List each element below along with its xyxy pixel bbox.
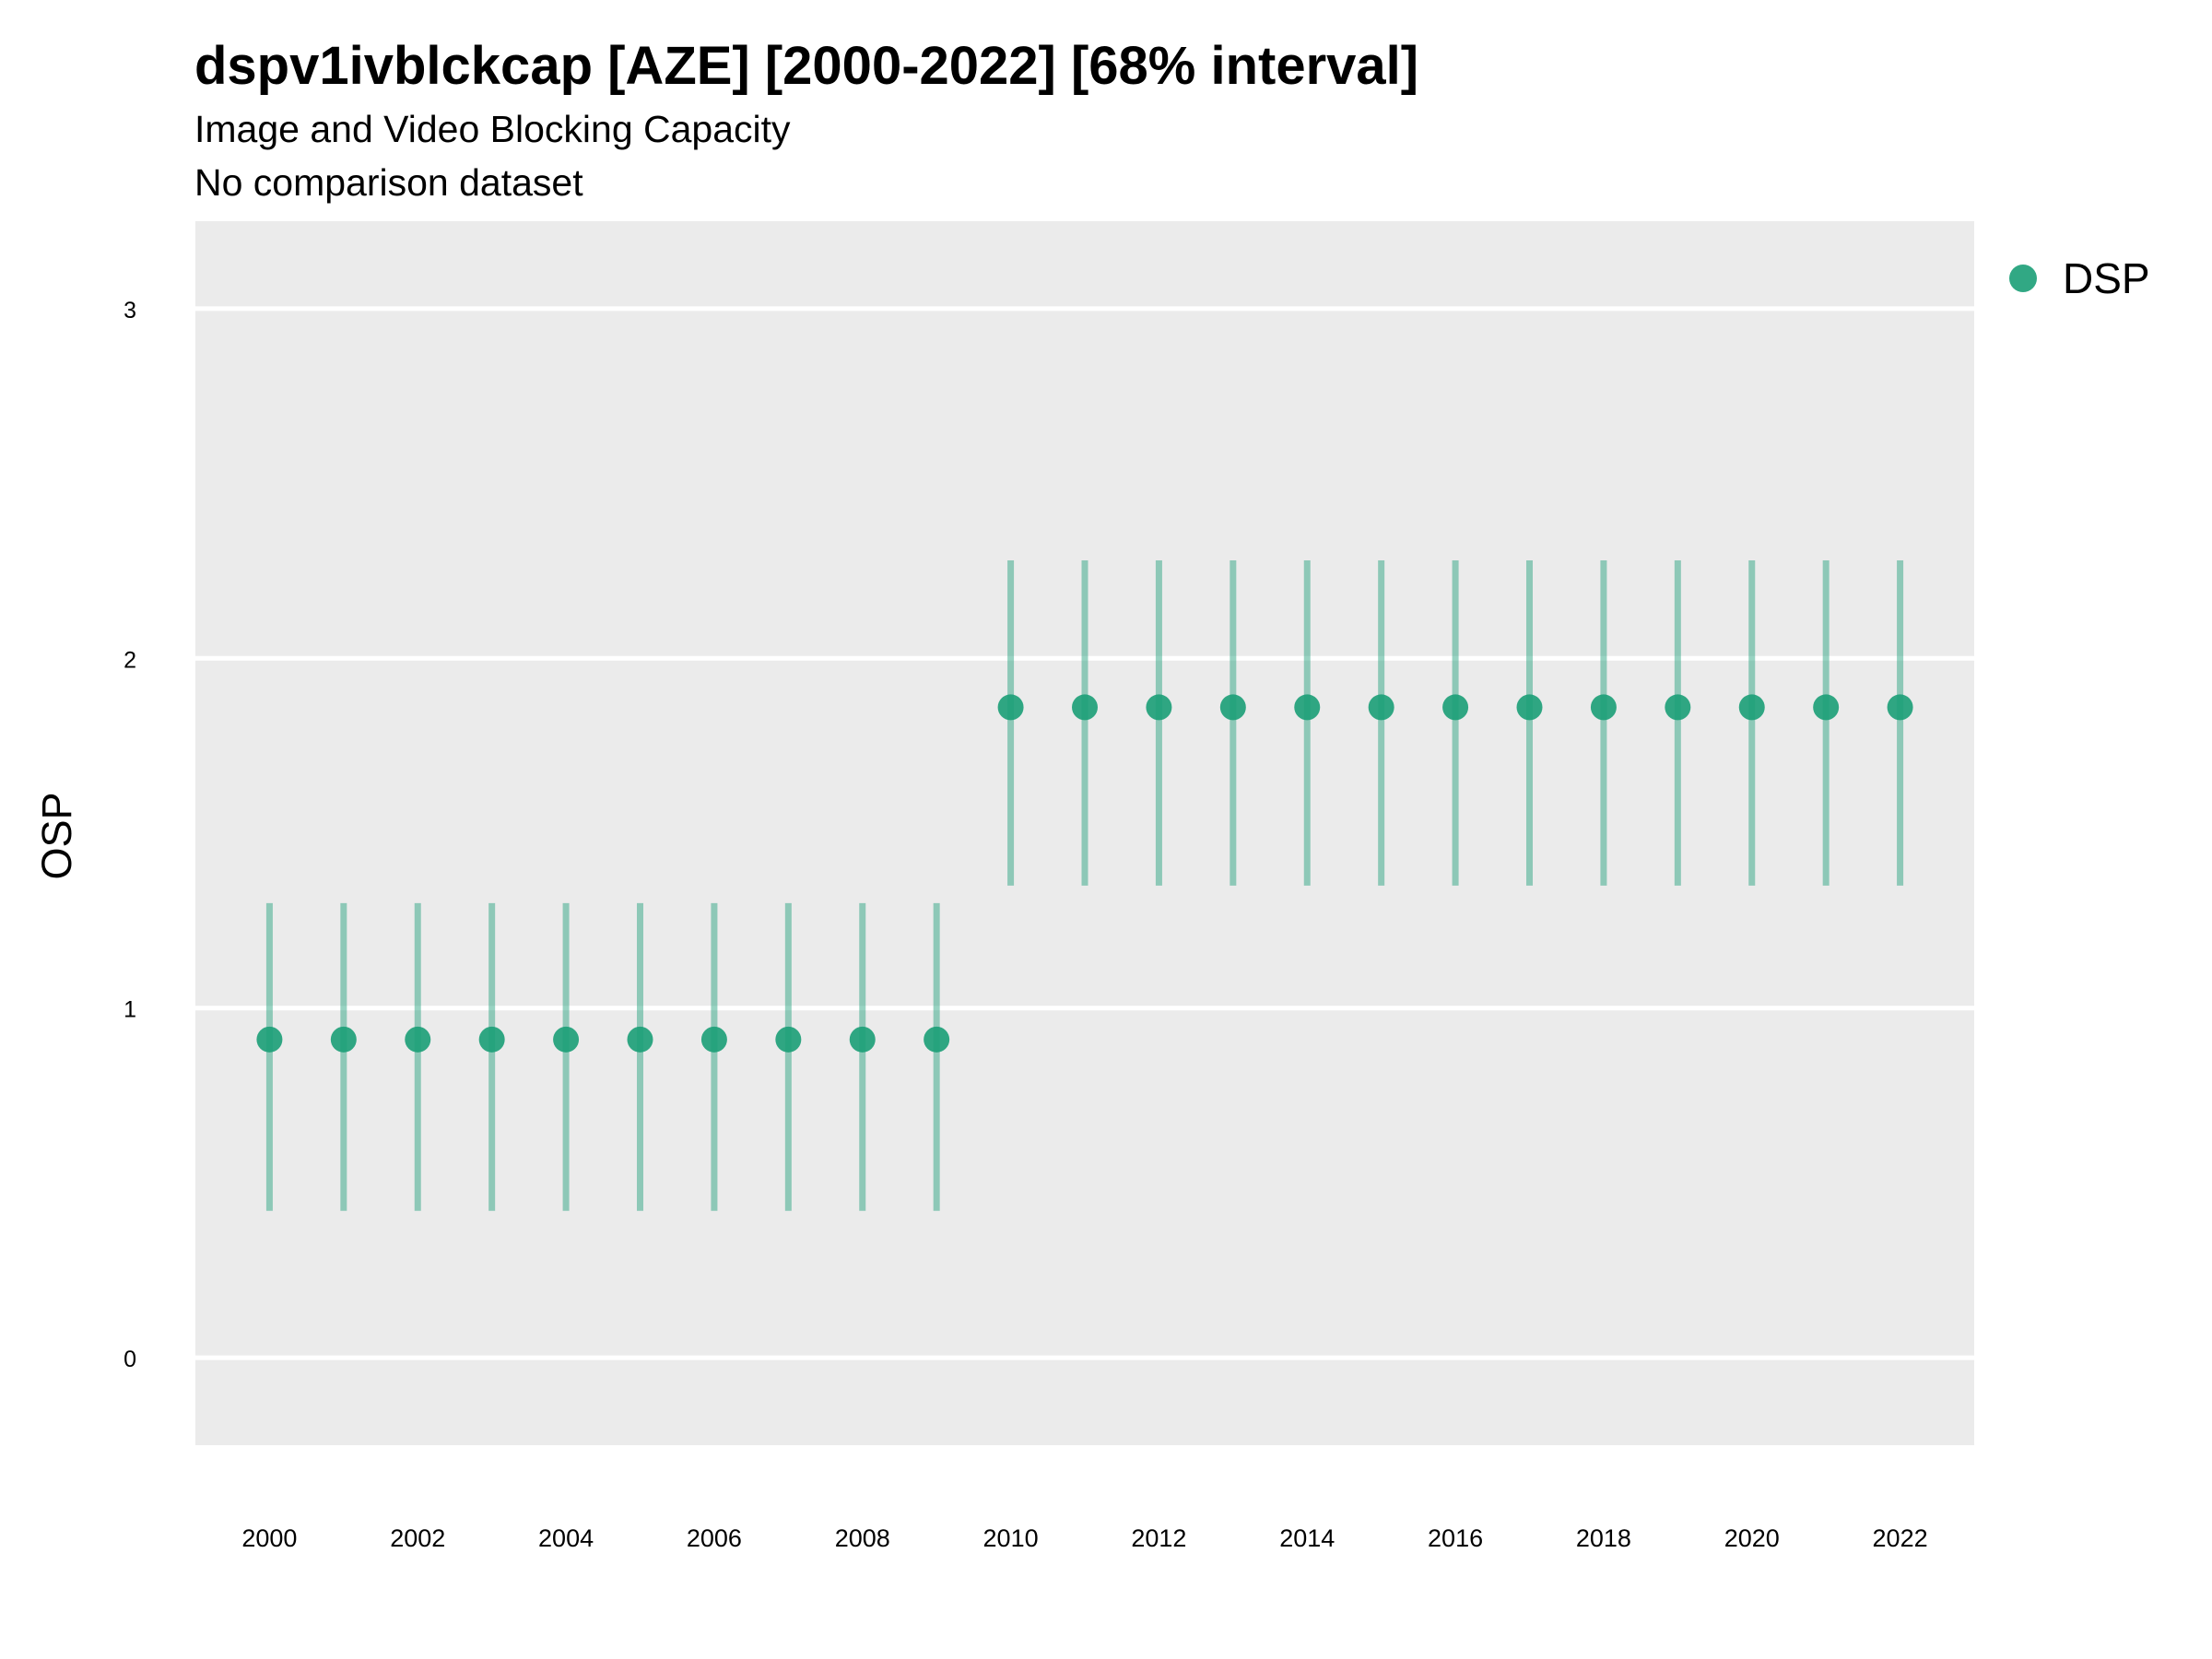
y-tick-label: 0 xyxy=(124,1347,136,1372)
data-point xyxy=(997,694,1024,721)
data-point xyxy=(256,1026,283,1053)
x-tick-label: 2008 xyxy=(835,1524,890,1552)
legend-label-dsp: DSP xyxy=(2063,254,2150,302)
data-point xyxy=(1665,694,1691,721)
x-tick-label: 2014 xyxy=(1279,1524,1335,1552)
data-point xyxy=(1590,694,1617,721)
x-tick-label: 2018 xyxy=(1576,1524,1631,1552)
y-tick-label: 1 xyxy=(124,997,136,1023)
data-point xyxy=(1146,694,1172,721)
data-point xyxy=(1813,694,1840,721)
data-point xyxy=(924,1026,950,1053)
data-point xyxy=(478,1026,505,1053)
plot-background xyxy=(195,221,1974,1445)
data-point xyxy=(849,1026,876,1053)
x-tick-label: 2010 xyxy=(983,1524,1039,1552)
data-point xyxy=(627,1026,653,1053)
x-tick-label: 2006 xyxy=(687,1524,742,1552)
data-point xyxy=(1294,694,1321,721)
x-tick-label: 2022 xyxy=(1873,1524,1928,1552)
x-tick-label: 2012 xyxy=(1131,1524,1186,1552)
grid-lines xyxy=(195,306,1974,1360)
x-tick-label: 2004 xyxy=(538,1524,594,1552)
chart-subtitle: Image and Video Blocking Capacity xyxy=(194,108,791,150)
data-point xyxy=(775,1026,802,1053)
x-tick-label: 2000 xyxy=(241,1524,297,1552)
x-tick-label: 2020 xyxy=(1724,1524,1780,1552)
legend-marker-dsp xyxy=(2009,265,2037,292)
data-point xyxy=(553,1026,580,1053)
x-tick-labels: 2000 2002 2004 2006 2008 2010 2012 2014 2016 2018… xyxy=(241,1524,1927,1552)
data-point xyxy=(700,1026,727,1053)
y-tick-label: 3 xyxy=(124,298,136,324)
data-point xyxy=(1887,694,1913,721)
data-point xyxy=(1738,694,1765,721)
data-point xyxy=(1219,694,1246,721)
x-tick-label: 2002 xyxy=(390,1524,445,1552)
chart-subtitle-comparison: No comparison dataset xyxy=(194,161,583,204)
y-tick-labels: 0 1 2 3 xyxy=(124,298,136,1372)
x-tick-label: 2016 xyxy=(1428,1524,1483,1552)
data-point xyxy=(1072,694,1098,721)
data-point xyxy=(1368,694,1394,721)
legend: DSP xyxy=(2009,253,2150,303)
data-point xyxy=(1516,694,1543,721)
data-point xyxy=(330,1026,357,1053)
data-point xyxy=(405,1026,431,1053)
chart-title: dspv1ivblckcap [AZE] [2000-2022] [68% in… xyxy=(194,36,1419,96)
data-point xyxy=(1442,694,1469,721)
y-tick-label: 2 xyxy=(124,647,136,673)
data-marks xyxy=(256,560,1913,1211)
